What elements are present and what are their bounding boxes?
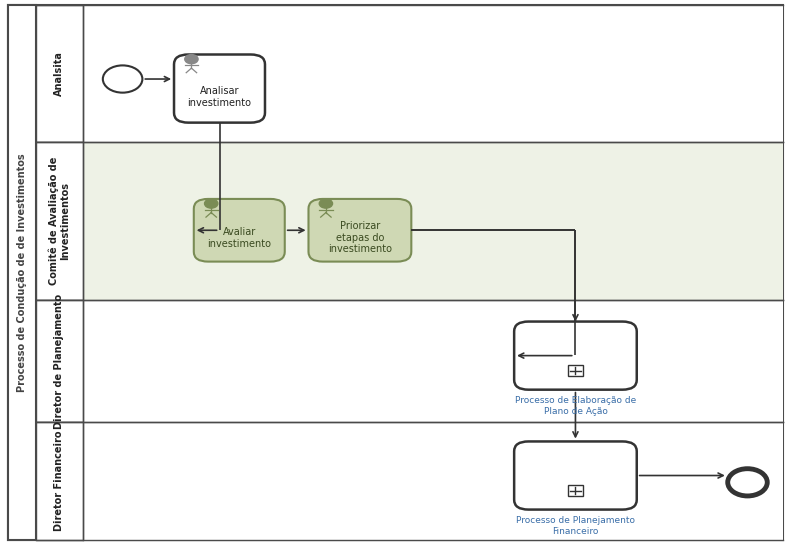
Text: Analisar
investimento: Analisar investimento <box>187 86 252 107</box>
Bar <box>36 422 83 540</box>
Circle shape <box>205 199 218 208</box>
Bar <box>83 142 783 300</box>
Text: Priorizar
etapas do
investimento: Priorizar etapas do investimento <box>328 221 392 255</box>
Circle shape <box>103 65 142 93</box>
Bar <box>8 5 36 540</box>
FancyBboxPatch shape <box>308 199 411 262</box>
Bar <box>83 300 783 422</box>
FancyBboxPatch shape <box>514 441 637 510</box>
Bar <box>568 365 584 376</box>
Text: Diretor Financeiro: Diretor Financeiro <box>55 431 64 531</box>
Circle shape <box>185 54 198 64</box>
Text: Processo de Planejamento
Financeiro: Processo de Planejamento Financeiro <box>516 516 635 536</box>
Text: Processo de Condução de de Investimentos: Processo de Condução de de Investimentos <box>17 153 27 392</box>
Circle shape <box>728 469 767 496</box>
Circle shape <box>320 199 332 208</box>
Bar <box>36 300 83 422</box>
Bar <box>36 142 83 300</box>
Bar <box>36 5 83 142</box>
Bar <box>83 422 783 540</box>
Text: Comitê de Avaliação de
Investimentos: Comitê de Avaliação de Investimentos <box>48 156 70 285</box>
Bar <box>83 5 783 142</box>
Text: Avaliar
investimento: Avaliar investimento <box>207 227 271 249</box>
Text: Processo de Elaboração de
Plano de Ação: Processo de Elaboração de Plano de Ação <box>515 396 636 416</box>
FancyBboxPatch shape <box>514 322 637 390</box>
FancyBboxPatch shape <box>174 54 265 123</box>
FancyBboxPatch shape <box>194 199 285 262</box>
Text: Analsita: Analsita <box>55 51 64 96</box>
Text: Diretor de Planejamento: Diretor de Planejamento <box>55 294 64 428</box>
Bar <box>568 485 584 496</box>
